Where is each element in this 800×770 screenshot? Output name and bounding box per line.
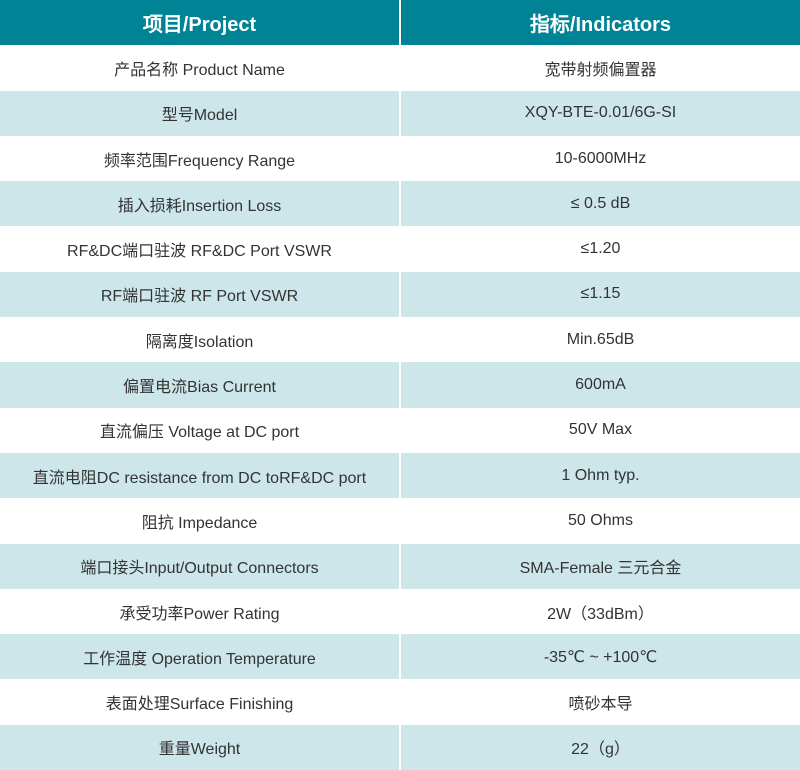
indicator-cell: ≤ 0.5 dB: [400, 181, 800, 227]
indicator-cell: 宽带射频偏置器: [400, 45, 800, 91]
project-cell: RF&DC端口驻波 RF&DC Port VSWR: [0, 226, 401, 272]
project-cell: 直流偏压 Voltage at DC port: [0, 407, 401, 453]
indicators-column-header: 指标/Indicators: [400, 0, 800, 46]
indicator-cell: -35℃ ~ +100℃: [400, 634, 800, 680]
project-cell: 偏置电流Bias Current: [0, 362, 401, 408]
table-row: 插入损耗Insertion Loss ≤ 0.5 dB: [0, 181, 800, 227]
project-cell: 频率范围Frequency Range: [0, 135, 401, 182]
project-cell: 阻抗 Impedance: [0, 498, 401, 544]
project-cell: 端口接头Input/Output Connectors: [0, 543, 401, 589]
table-row: 隔离度Isolation Min.65dB: [0, 317, 800, 363]
table-row: 产品名称 Product Name 宽带射频偏置器: [0, 45, 800, 91]
project-cell: 插入损耗Insertion Loss: [0, 181, 401, 227]
indicator-cell: XQY-BTE-0.01/6G-SI: [400, 90, 800, 136]
project-cell: 产品名称 Product Name: [0, 45, 401, 91]
indicator-cell: SMA-Female 三元合金: [400, 543, 800, 589]
project-cell: 表面处理Surface Finishing: [0, 679, 401, 725]
indicator-cell: ≤1.15: [400, 271, 800, 318]
header-row: 项目/Project 指标/Indicators: [0, 0, 800, 46]
indicator-cell: 1 Ohm typ.: [400, 452, 800, 499]
table-row: 型号Model XQY-BTE-0.01/6G-SI: [0, 90, 800, 136]
table-row: 直流电阻DC resistance from DC toRF&DC port 1 …: [0, 452, 800, 499]
table-row: 重量Weight 22（g）: [0, 724, 800, 770]
indicator-cell: 50V Max: [400, 407, 800, 453]
indicator-cell: 22（g）: [400, 724, 800, 770]
table-row: 工作温度 Operation Temperature -35℃ ~ +100℃: [0, 634, 800, 680]
indicator-cell: ≤1.20: [400, 226, 800, 272]
project-cell: 型号Model: [0, 90, 401, 136]
indicator-cell: 50 Ohms: [400, 498, 800, 544]
table-row: 直流偏压 Voltage at DC port 50V Max: [0, 407, 800, 453]
table-row: RF端口驻波 RF Port VSWR ≤1.15: [0, 271, 800, 318]
table-row: 承受功率Power Rating 2W（33dBm）: [0, 588, 800, 635]
project-column-header: 项目/Project: [0, 0, 401, 46]
table-row: 频率范围Frequency Range 10-6000MHz: [0, 135, 800, 182]
table-row: 表面处理Surface Finishing 喷砂本导: [0, 679, 800, 725]
indicator-cell: 喷砂本导: [400, 679, 800, 725]
project-cell: RF端口驻波 RF Port VSWR: [0, 271, 401, 318]
table-row: RF&DC端口驻波 RF&DC Port VSWR ≤1.20: [0, 226, 800, 272]
project-cell: 直流电阻DC resistance from DC toRF&DC port: [0, 452, 401, 499]
project-cell: 承受功率Power Rating: [0, 588, 401, 635]
table-row: 阻抗 Impedance 50 Ohms: [0, 498, 800, 544]
indicator-cell: 600mA: [400, 362, 800, 408]
table-row: 偏置电流Bias Current 600mA: [0, 362, 800, 408]
indicator-cell: 10-6000MHz: [400, 135, 800, 182]
project-cell: 隔离度Isolation: [0, 317, 401, 363]
indicator-cell: Min.65dB: [400, 317, 800, 363]
project-cell: 重量Weight: [0, 724, 401, 770]
project-cell: 工作温度 Operation Temperature: [0, 634, 401, 680]
indicator-cell: 2W（33dBm）: [400, 588, 800, 635]
table-row: 端口接头Input/Output Connectors SMA-Female 三元…: [0, 543, 800, 589]
